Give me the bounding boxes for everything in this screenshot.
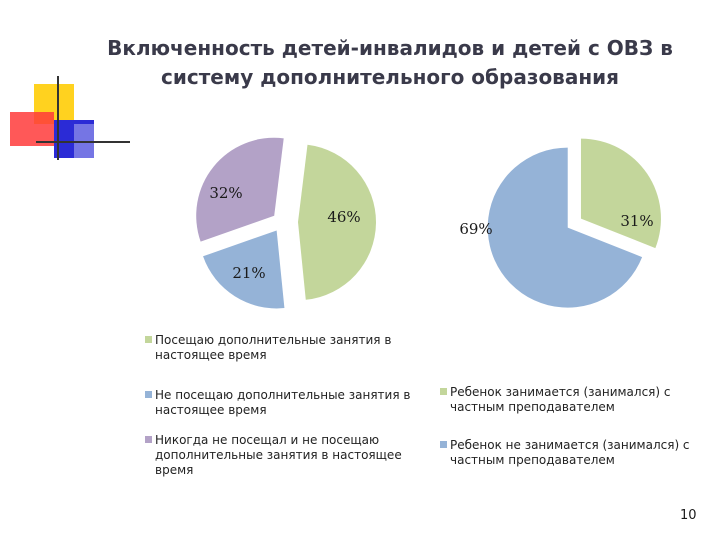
pie1-data-label-2: 21% (232, 264, 265, 282)
pie1-slice-3 (196, 137, 284, 242)
legend-label: Никогда не посещал и не посещаю дополнит… (155, 433, 402, 477)
pie-chart-1: 46% 21% 32% (196, 137, 376, 309)
pie1-data-label-1: 46% (327, 208, 360, 226)
legend-swatch (145, 391, 152, 398)
legend-label: Посещаю дополнительные занятия в настоящ… (155, 333, 392, 362)
slide-title: Включенность детей-инвалидов и детей с О… (107, 36, 673, 89)
pie2-data-label-1: 31% (620, 212, 653, 230)
legend-label: Ребенок занимается (занимался) с частным… (450, 385, 671, 414)
pie2-data-label-2: 69% (459, 220, 492, 238)
legend-swatch (440, 441, 447, 448)
legend-swatch (440, 388, 447, 395)
page-number: 10 (680, 508, 697, 523)
pie1-slice-2 (203, 230, 285, 309)
pie-charts: 46% 21% 32% 31% 69% (196, 137, 661, 309)
pie1-data-label-3: 32% (209, 184, 242, 202)
red-square (10, 112, 54, 146)
legend-label: Не посещаю дополнительные занятия в наст… (155, 388, 411, 417)
pie2-slice-1 (580, 138, 661, 249)
pie2-slice-2 (487, 147, 643, 308)
legend-swatch (145, 336, 152, 343)
pie-chart-2: 31% 69% (459, 138, 661, 308)
blue-square (54, 120, 94, 158)
decorative-squares (10, 76, 130, 160)
legend-swatch (145, 436, 152, 443)
legend-label: Ребенок не занимается (занимался) с част… (450, 438, 690, 467)
pie1-slice-1 (297, 144, 376, 300)
